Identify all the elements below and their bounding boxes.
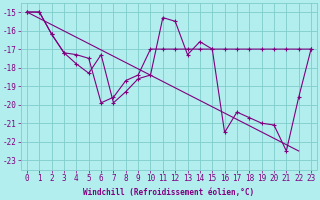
X-axis label: Windchill (Refroidissement éolien,°C): Windchill (Refroidissement éolien,°C) — [84, 188, 255, 197]
